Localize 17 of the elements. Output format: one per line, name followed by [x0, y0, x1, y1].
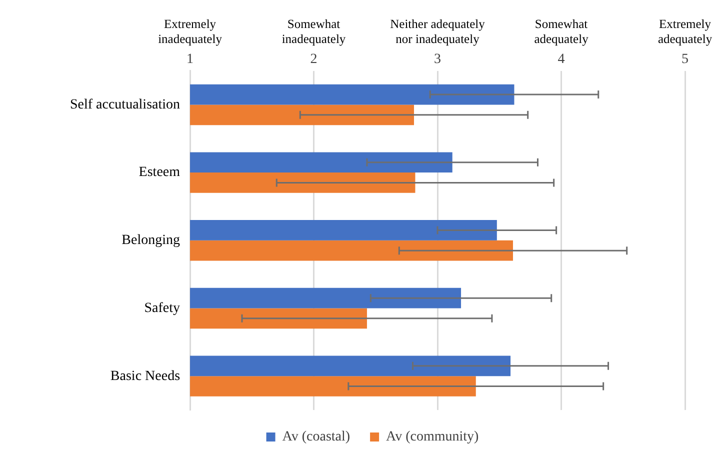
y-tick-label: Belonging	[122, 233, 180, 248]
legend-label: Av (community)	[386, 430, 480, 445]
x-tick-label: 3	[434, 52, 442, 68]
y-tick-label: Self accutualisation	[70, 97, 180, 112]
y-tick-label: Esteem	[138, 165, 180, 180]
y-tick-label: Safety	[144, 300, 180, 316]
text: Extremely adequately	[658, 17, 713, 46]
x-tick-label: 4	[558, 52, 565, 68]
x-tick-label: 5	[682, 52, 688, 68]
text: Somewhat adequately	[534, 17, 590, 46]
text: Neither adequately nor inadequately	[390, 17, 486, 46]
legend-label: Av (coastal)	[282, 430, 350, 445]
text: Somewhat inadequately	[282, 17, 346, 46]
text: Extremely inadequately	[158, 17, 223, 46]
x-tick-label: 2	[310, 52, 318, 68]
y-tick-label: Basic Needs	[110, 368, 180, 384]
x-tick-label: 1	[186, 52, 194, 68]
